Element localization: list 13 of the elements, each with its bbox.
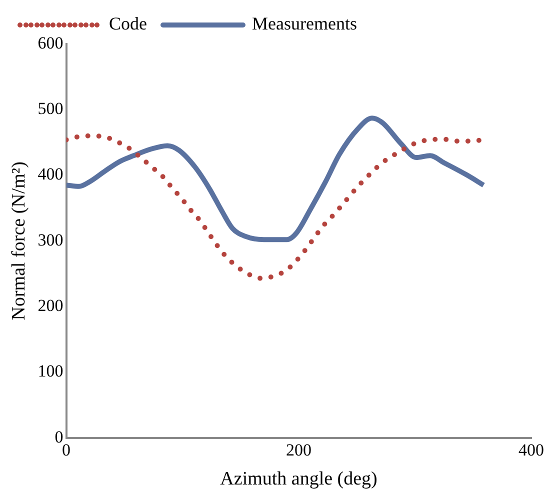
y-axis-title: Normal force (N/m²) — [8, 162, 30, 320]
y-tick-label: 0 — [54, 427, 64, 446]
x-tick-label: 200 — [286, 440, 312, 460]
legend-label: Measurements — [252, 14, 357, 34]
y-tick-label: 300 — [38, 230, 64, 250]
y-tick-label: 500 — [38, 99, 64, 118]
legend-label: Code — [109, 14, 148, 34]
y-tick-label: 200 — [38, 296, 64, 315]
y-tick-label: 400 — [38, 164, 64, 184]
x-tick-label: 400 — [518, 440, 544, 460]
y-tick-label: 100 — [38, 362, 64, 381]
x-axis-title: Azimuth angle (deg) — [220, 468, 378, 490]
y-tick-label: 600 — [38, 33, 64, 52]
